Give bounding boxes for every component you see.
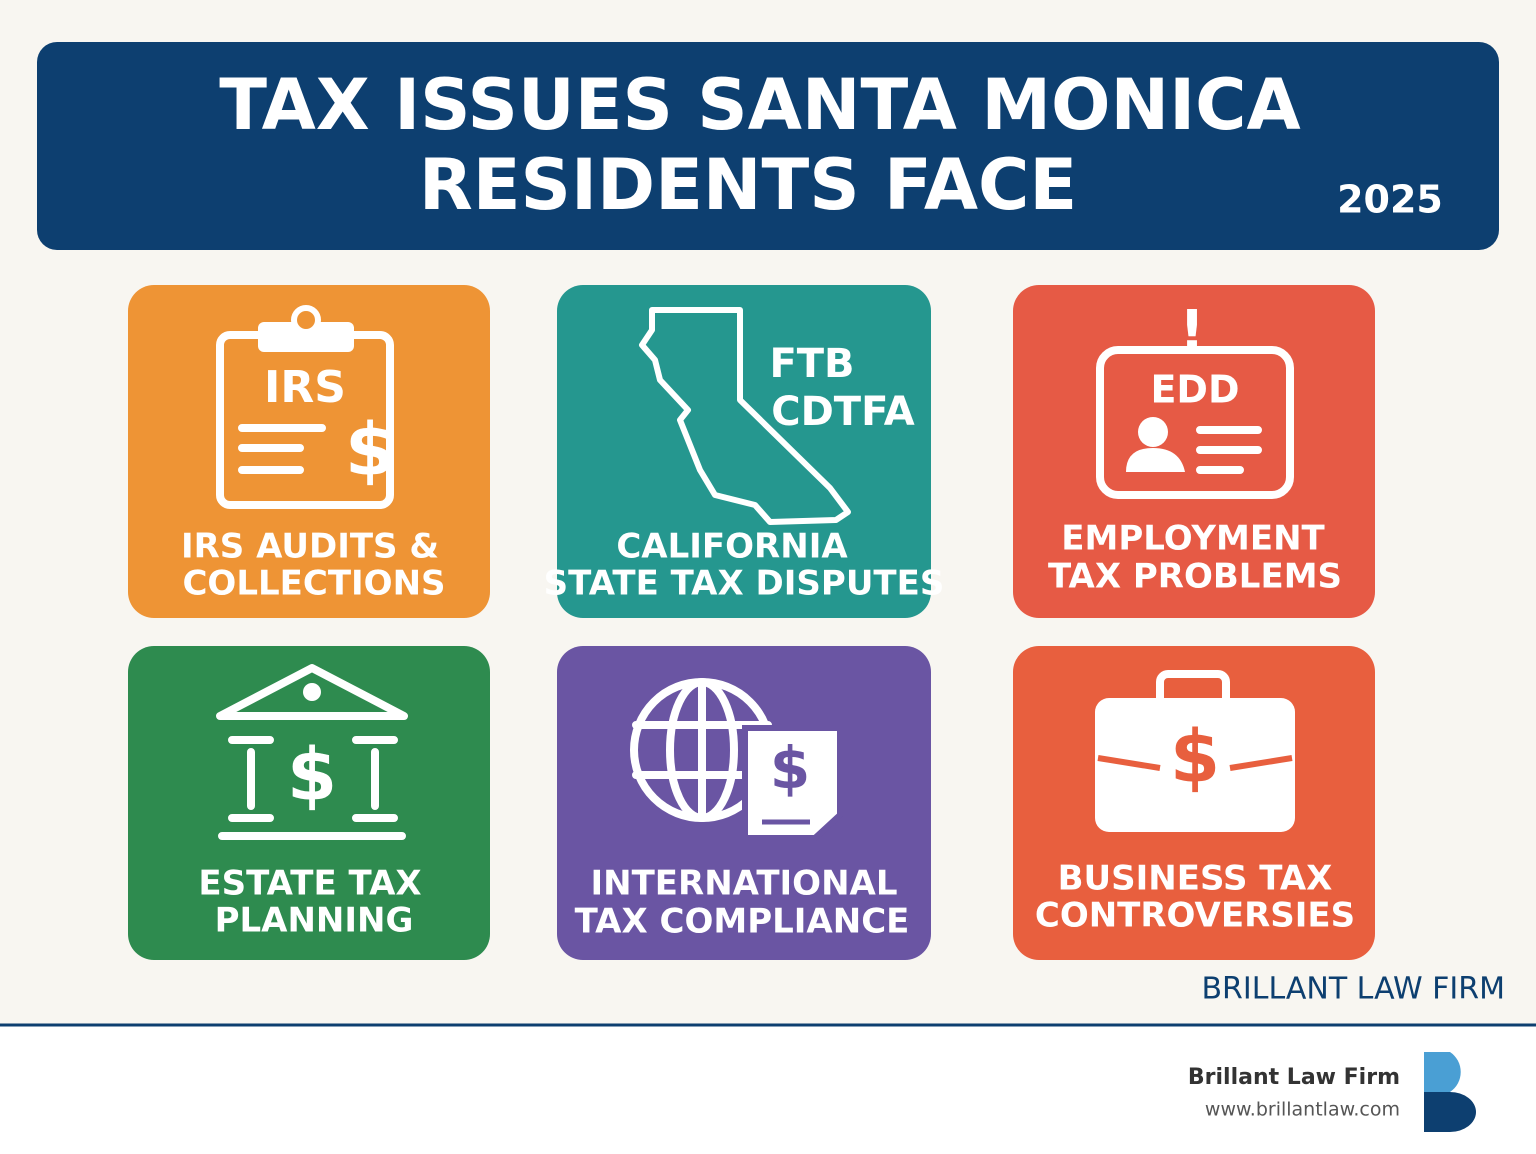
badge-icon: [1096, 346, 1294, 499]
icon-text: EDD: [1150, 368, 1239, 412]
year: 2025: [1337, 178, 1443, 222]
logo-top: [1424, 1052, 1461, 1092]
document-icon: [742, 725, 843, 841]
icon-text: $: [770, 734, 810, 802]
card-label: TAX COMPLIANCE: [575, 902, 910, 942]
icon-text: $: [1170, 715, 1220, 799]
briefcase-icon: [1095, 698, 1295, 832]
title-line: RESIDENTS FACE: [419, 144, 1077, 226]
card: FTB CDTFA CALIFORNIA STATE TAX DISPUTES: [544, 285, 945, 618]
person-head: [1138, 417, 1168, 447]
icon-text: $: [345, 408, 395, 492]
card-label: CONTROVERSIES: [1035, 896, 1355, 936]
card-label: COLLECTIONS: [182, 564, 445, 604]
card-bg: [557, 285, 931, 618]
logo-bottom: [1424, 1092, 1476, 1132]
icon-text: FTB: [769, 341, 854, 387]
bank-pillars: [218, 736, 406, 840]
text-lines: [1196, 426, 1262, 474]
briefcase-seam: [1097, 755, 1293, 771]
clip: [258, 322, 354, 352]
card: $ INTERNATIONAL TAX COMPLIANCE: [557, 646, 931, 960]
card: IRS $ IRS AUDITS & COLLECTIONS: [128, 285, 490, 618]
card-label: IRS AUDITS &: [181, 527, 439, 567]
roof-dot: [303, 683, 321, 701]
text-lines: [238, 424, 326, 474]
footer-name[interactable]: Brillant Law Firm: [1188, 1065, 1400, 1090]
logo[interactable]: [1424, 1052, 1476, 1132]
card: $ BUSINESS TAX CONTROVERSIES: [1013, 646, 1375, 960]
icon-text: CDTFA: [771, 389, 915, 435]
brand: BRILLANT LAW FIRM: [1201, 972, 1505, 1007]
card-label: PLANNING: [215, 901, 414, 941]
card-label: INTERNATIONAL: [590, 864, 897, 904]
header-banner: [37, 42, 1499, 250]
card-label: STATE TAX DISPUTES: [544, 564, 945, 604]
card-label: BUSINESS TAX: [1058, 859, 1333, 899]
card-label: CALIFORNIA: [616, 527, 848, 567]
icon-text: $: [287, 733, 337, 817]
card-bg: [128, 646, 490, 960]
card-label: TAX PROBLEMS: [1048, 557, 1342, 597]
icon-text: !: [1179, 299, 1205, 364]
person-body: [1126, 448, 1185, 472]
icon-text: IRS: [264, 362, 346, 413]
title-line: TAX ISSUES SANTA MONICA: [219, 64, 1300, 146]
card: ! EDD EMPLOYMENT TAX PROBLEMS: [1013, 285, 1375, 618]
card-label: ESTATE TAX: [198, 864, 421, 904]
clip-hole: [291, 305, 321, 335]
card: $ ESTATE TAX PLANNING: [128, 646, 490, 960]
bank-roof: [216, 664, 408, 720]
california-icon: [639, 307, 851, 525]
footer-url[interactable]: www.brillantlaw.com: [1205, 1099, 1400, 1121]
card-label: EMPLOYMENT: [1061, 519, 1325, 559]
